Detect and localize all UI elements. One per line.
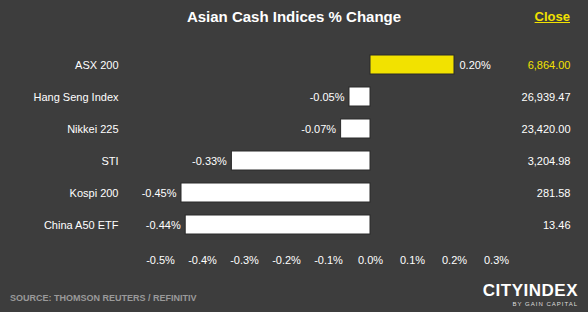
svg-text:Kospi 200: Kospi 200: [70, 187, 119, 199]
svg-text:0.20%: 0.20%: [460, 59, 491, 71]
html-text:Close: Close: [534, 9, 570, 24]
svg-text:281.58: 281.58: [537, 187, 571, 199]
svg-text:3,204.98: 3,204.98: [528, 155, 571, 167]
html-text:SOURCE: THOMSON REUTERS / REFI: SOURCE: THOMSON REUTERS / REFINITIV: [10, 293, 197, 303]
svg-text:China A50 ETF: China A50 ETF: [44, 219, 119, 231]
html-text:BY GAIN CAPITAL: BY GAIN CAPITAL: [512, 301, 578, 307]
svg-text:Hang Seng Index: Hang Seng Index: [33, 91, 119, 103]
svg-text:Nikkei 225: Nikkei 225: [67, 123, 118, 135]
html-text:CITYINDEX: CITYINDEX: [482, 281, 578, 300]
svg-text:0.2%: 0.2%: [442, 254, 467, 266]
svg-text:0.0%: 0.0%: [358, 254, 383, 266]
svg-text:ASX 200: ASX 200: [75, 59, 118, 71]
svg-text:-0.05%: -0.05%: [310, 91, 345, 103]
html-text:Asian Cash Indices % Change: Asian Cash Indices % Change: [186, 8, 402, 25]
svg-text:6,864.00: 6,864.00: [528, 59, 571, 71]
svg-text:-0.5%: -0.5%: [146, 254, 175, 266]
svg-text:-0.4%: -0.4%: [188, 254, 217, 266]
svg-text:-0.33%: -0.33%: [192, 155, 227, 167]
svg-text:-0.3%: -0.3%: [230, 254, 259, 266]
svg-text:STI: STI: [101, 155, 118, 167]
svg-text:-0.44%: -0.44%: [146, 219, 181, 231]
svg-text:0.1%: 0.1%: [400, 254, 425, 266]
svg-text:26,939.47: 26,939.47: [522, 91, 571, 103]
svg-text:-0.45%: -0.45%: [142, 187, 177, 199]
svg-text:0.3%: 0.3%: [484, 254, 509, 266]
svg-text:13.46: 13.46: [543, 219, 571, 231]
svg-text:-0.2%: -0.2%: [272, 254, 301, 266]
svg-text:23,420.00: 23,420.00: [522, 123, 571, 135]
svg-text:-0.07%: -0.07%: [301, 123, 336, 135]
svg-text:-0.1%: -0.1%: [314, 254, 343, 266]
